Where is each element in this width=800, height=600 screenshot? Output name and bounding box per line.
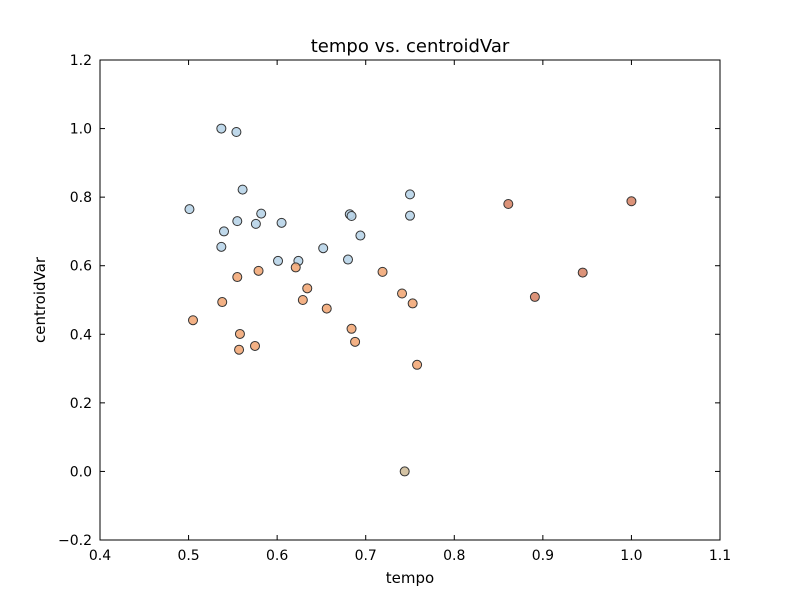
x-tick-label: 0.8: [443, 548, 465, 564]
data-point: [256, 208, 267, 219]
data-point: [231, 127, 242, 137]
data-point: [297, 295, 308, 305]
data-point: [234, 344, 245, 355]
y-tick-label: 0.4: [70, 327, 92, 343]
data-point: [346, 211, 357, 221]
y-tick-label: 0.2: [70, 396, 92, 412]
data-point: [318, 243, 329, 254]
y-tick-label: −0.2: [58, 533, 92, 549]
data-point: [407, 298, 418, 309]
data-point: [377, 266, 388, 277]
data-point: [253, 265, 264, 276]
x-tick-label: 1.0: [620, 548, 642, 564]
data-point: [219, 226, 229, 237]
data-point: [237, 184, 248, 195]
data-point: [216, 123, 227, 134]
x-tick-label: 1.1: [709, 548, 731, 564]
data-point: [503, 199, 514, 209]
data-point: [346, 323, 357, 334]
x-tick-label: 0.6: [266, 548, 288, 564]
y-tick-label: 0.6: [70, 259, 92, 275]
data-point: [250, 218, 261, 229]
data-point: [626, 196, 637, 207]
data-point: [343, 254, 353, 265]
y-axis-label: centroidVar: [31, 256, 49, 343]
data-point: [355, 230, 366, 241]
data-point: [217, 297, 228, 308]
data-point: [276, 217, 287, 228]
data-point: [399, 466, 410, 477]
chart-title: tempo vs. centroidVar: [311, 36, 510, 57]
data-point: [184, 204, 195, 215]
data-point: [232, 216, 243, 227]
x-tick-label: 0.9: [532, 548, 554, 564]
y-tick-label: 1.2: [70, 53, 92, 69]
data-point: [250, 340, 260, 351]
x-tick-label: 0.7: [355, 548, 377, 564]
data-point: [216, 241, 227, 252]
data-point: [302, 283, 313, 294]
plot-frame: [99, 59, 721, 541]
data-point: [188, 315, 198, 326]
data-point: [273, 255, 284, 266]
data-point: [321, 303, 332, 314]
y-tick-label: 0.0: [70, 464, 92, 480]
x-axis-label: tempo: [386, 569, 434, 587]
data-point: [232, 272, 243, 283]
data-point: [405, 189, 415, 200]
y-tick-label: 0.8: [70, 190, 92, 206]
x-tick-label: 0.5: [177, 548, 199, 564]
data-point: [397, 288, 408, 299]
x-tick-label: 0.4: [89, 548, 111, 564]
plot-area: 0.4 0.5 0.6 0.7 0.8 0.9 1.0 1.1 −0.2 0.0 0.2 0.4 0.6…: [58, 53, 731, 564]
data-point: [234, 328, 245, 339]
data-point: [577, 267, 588, 278]
y-tick-label: 1.0: [70, 122, 92, 138]
data-point: [290, 262, 301, 273]
data-point: [405, 210, 415, 221]
data-point: [529, 291, 540, 302]
data-point: [412, 359, 423, 370]
data-point: [350, 336, 361, 347]
